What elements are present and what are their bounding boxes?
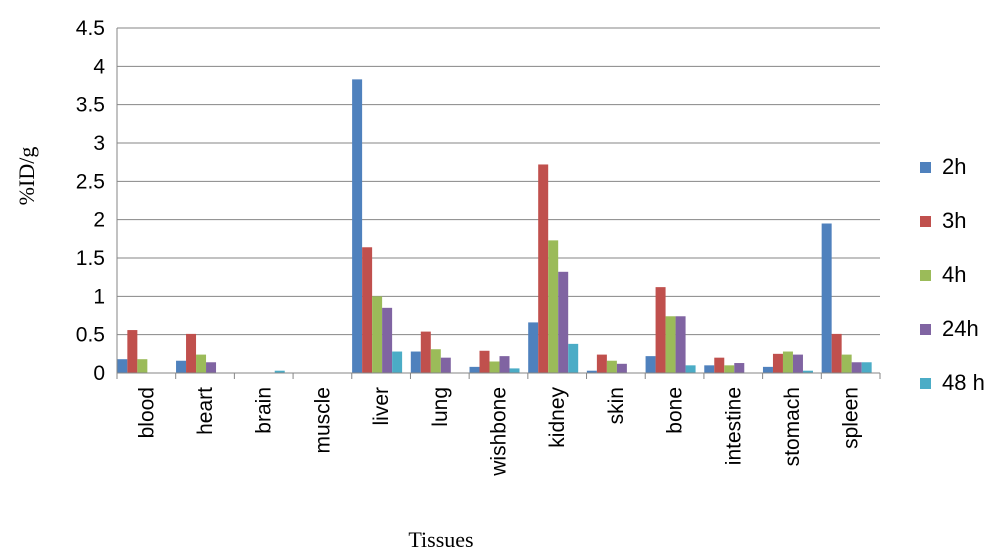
bar-lung-4h <box>430 349 441 373</box>
gridlines <box>117 27 880 336</box>
bar-spleen-2h <box>821 223 832 373</box>
bar-stomach-2h <box>762 366 773 373</box>
bar-wishbone-24h <box>499 356 510 373</box>
bar-heart-4h <box>196 354 207 373</box>
bar-kidney-24h <box>558 271 569 373</box>
bar-kidney-4h <box>548 240 559 373</box>
legend-label: 4h <box>942 262 966 287</box>
bar-liver-48h <box>392 351 403 373</box>
bar-kidney-2h <box>528 322 539 373</box>
bar-liver-4h <box>372 296 383 373</box>
axes <box>116 28 881 379</box>
bar-wishbone-2h <box>469 366 480 373</box>
bar-heart-3h <box>186 333 197 373</box>
y-tick-label: 3.5 <box>76 94 105 117</box>
bar-bone-2h <box>645 356 656 373</box>
y-tick-label: 0.5 <box>76 324 105 347</box>
category-label: lung <box>429 387 452 427</box>
bar-wishbone-4h <box>489 361 500 373</box>
bar-bone-4h <box>665 316 676 373</box>
bar-blood-4h <box>137 359 148 373</box>
category-label: intestine <box>722 387 745 465</box>
bar-bone-48h <box>685 365 696 373</box>
legend-label: 3h <box>942 208 966 233</box>
legend-label: 48 h <box>942 370 985 395</box>
bar-intestine-4h <box>724 365 735 373</box>
y-tick-label: 0 <box>93 362 105 385</box>
category-label: wishbone <box>488 387 511 477</box>
category-label: blood <box>135 387 158 438</box>
bar-intestine-2h <box>704 365 715 373</box>
legend-swatch <box>920 270 931 281</box>
bar-heart-24h <box>206 362 217 373</box>
bar-stomach-24h <box>792 354 803 373</box>
x-axis-title: Tissues <box>408 527 473 551</box>
bar-kidney-3h <box>538 164 549 373</box>
bar-kidney-48h <box>568 343 579 373</box>
bar-heart-2h <box>176 360 187 373</box>
category-label: kidney <box>546 387 569 448</box>
bar-stomach-48h <box>802 370 813 373</box>
bar-lung-2h <box>410 351 421 373</box>
bar-intestine-24h <box>734 363 745 373</box>
bar-stomach-3h <box>772 353 783 373</box>
bar-bone-24h <box>675 316 686 373</box>
bar-stomach-4h <box>782 351 793 373</box>
bar-spleen-48h <box>861 362 872 373</box>
bar-intestine-3h <box>714 357 725 373</box>
bars <box>117 79 872 373</box>
legend: 2h 3h 4h 24h 48 h <box>920 154 985 395</box>
bar-lung-24h <box>440 357 451 373</box>
category-label: muscle <box>311 387 334 454</box>
category-label: heart <box>194 387 217 435</box>
bar-skin-2h <box>586 370 597 373</box>
y-tick-label: 3 <box>93 132 105 155</box>
category-labels: blood heart brain muscle liver lung wishbone ki… <box>135 387 862 477</box>
y-tick-label: 1 <box>93 285 105 308</box>
category-label: bone <box>664 387 687 434</box>
legend-swatch <box>920 378 931 389</box>
y-tick-label: 4 <box>93 55 105 78</box>
bar-liver-2h <box>352 79 363 373</box>
bar-spleen-24h <box>851 362 862 373</box>
y-tick-label: 2 <box>93 209 105 232</box>
bar-spleen-4h <box>841 354 852 373</box>
legend-label: 2h <box>942 154 966 179</box>
legend-label: 24h <box>942 316 979 341</box>
category-label: spleen <box>840 387 863 449</box>
category-label: stomach <box>781 387 804 466</box>
y-tick-label: 4.5 <box>76 17 105 40</box>
bar-skin-3h <box>596 354 607 373</box>
bar-liver-24h <box>382 307 393 373</box>
legend-swatch <box>920 216 931 227</box>
bar-blood-2h <box>117 359 128 373</box>
category-label: liver <box>370 387 393 426</box>
bar-bone-3h <box>655 287 666 373</box>
bar-skin-4h <box>606 360 617 373</box>
bar-skin-24h <box>616 363 627 373</box>
y-tick-labels: 0 0.5 1 1.5 2 2.5 3 3.5 4 4.5 <box>76 17 106 385</box>
bar-spleen-3h <box>831 333 842 373</box>
legend-swatch <box>920 324 931 335</box>
y-tick-label: 2.5 <box>76 170 105 193</box>
category-label: skin <box>605 387 628 424</box>
bar-blood-3h <box>127 330 138 373</box>
legend-swatch <box>920 162 931 173</box>
bar-wishbone-48h <box>509 368 520 373</box>
bar-wishbone-3h <box>479 350 490 373</box>
bar-lung-3h <box>420 331 431 373</box>
y-axis-title: %ID/g <box>14 147 39 206</box>
bar-brain-48h <box>274 370 285 373</box>
y-tick-label: 1.5 <box>76 247 105 270</box>
category-label: brain <box>253 387 276 434</box>
bar-liver-3h <box>362 247 373 373</box>
